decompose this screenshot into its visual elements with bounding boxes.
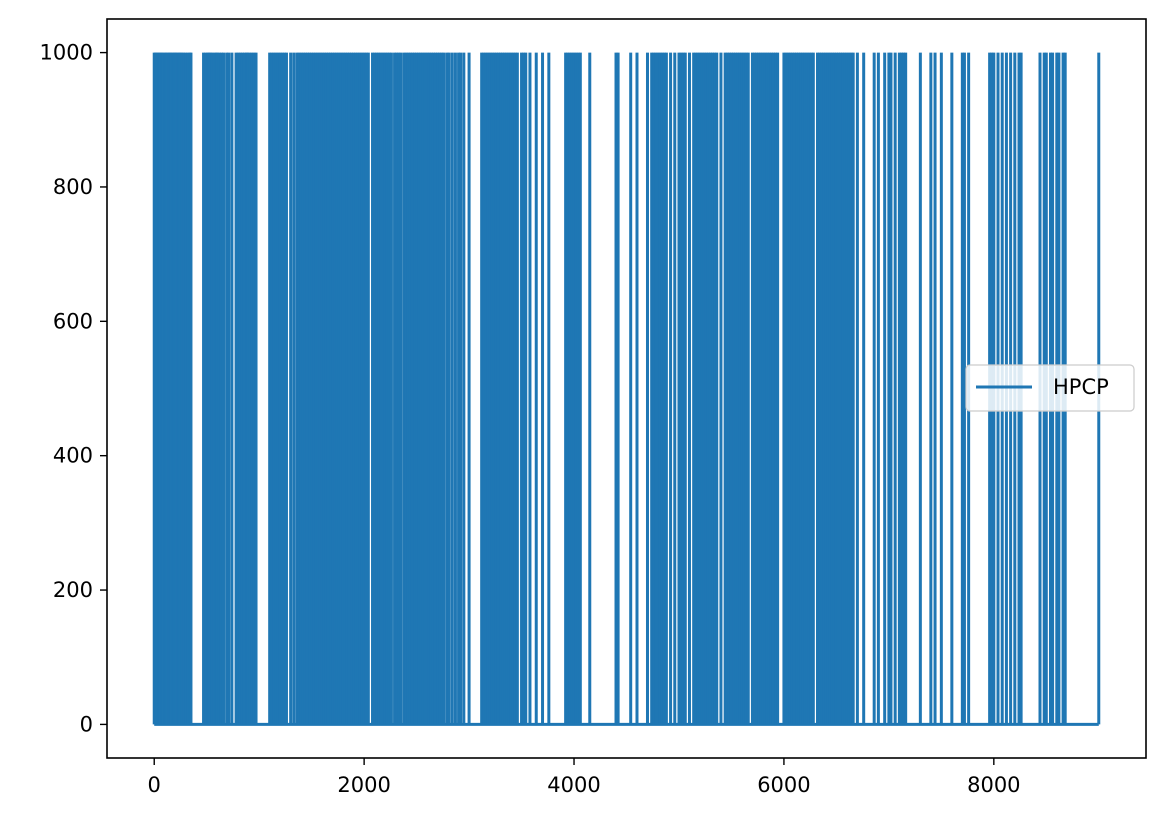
legend: HPCP: [965, 364, 1135, 412]
y-tick-label: 200: [53, 578, 93, 602]
x-tick-label: 6000: [757, 773, 810, 797]
y-tick-label: 0: [80, 712, 93, 736]
x-tick-label: 8000: [967, 773, 1020, 797]
plot-frame: [106, 18, 1147, 759]
x-tick-label: 2000: [337, 773, 390, 797]
legend-box: [965, 364, 1135, 412]
x-axis: 0 2000 4000 6000 8000: [148, 758, 1021, 797]
legend-label: HPCP: [1053, 375, 1109, 399]
x-tick-label: 0: [148, 773, 161, 797]
y-tick-label: 600: [53, 309, 93, 333]
series-layer: [152, 52, 1101, 726]
y-axis: 0 200 400 600 800 1000: [40, 41, 107, 736]
y-tick-label: 400: [53, 444, 93, 468]
x-tick-label: 4000: [547, 773, 600, 797]
y-tick-label: 1000: [40, 41, 93, 65]
y-tick-label: 800: [53, 175, 93, 199]
